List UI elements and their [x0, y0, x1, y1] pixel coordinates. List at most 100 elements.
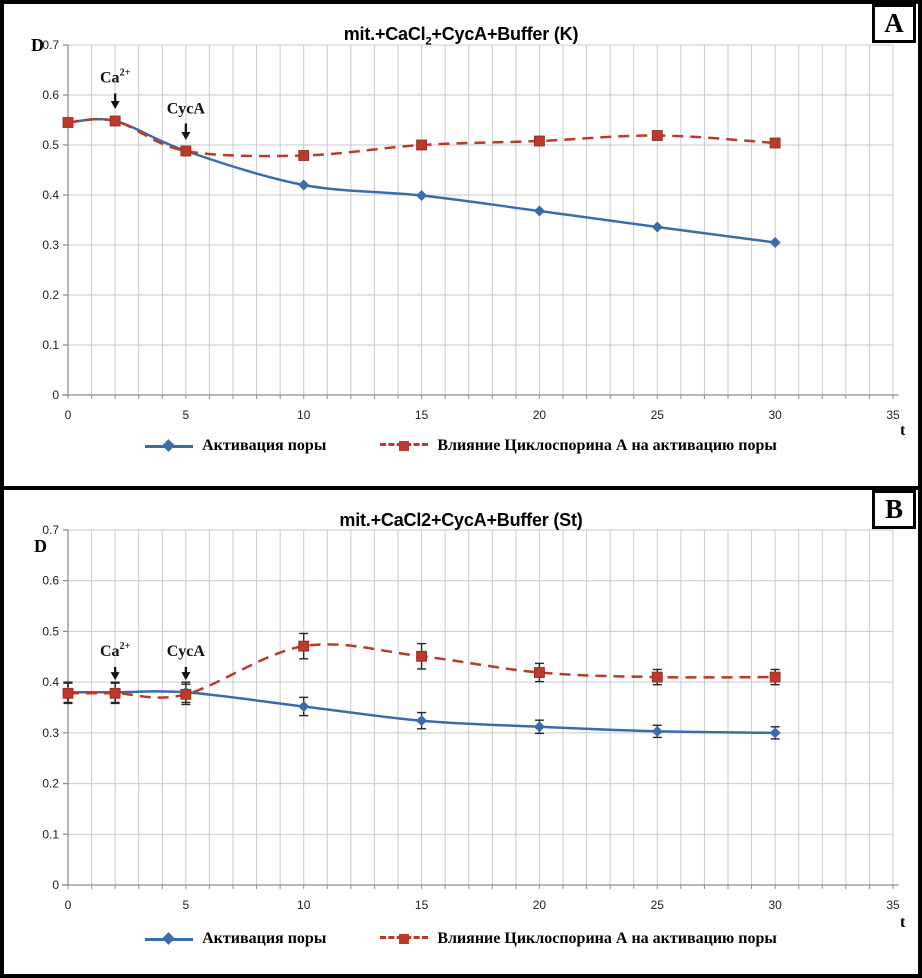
y-tick-label: 0.4 — [42, 188, 59, 202]
data-point-diamond — [416, 190, 428, 201]
data-point-diamond — [651, 725, 663, 737]
y-tick-label: 0.4 — [42, 675, 59, 689]
chart-b-canvas: 0 0.1 0.2 0.3 0.4 0.5 0.6 0.7 0 5 10 15 20 25 30 35 Ca2+… — [42, 523, 900, 912]
y-tick-label: 0 — [52, 878, 59, 892]
data-point-square — [534, 667, 545, 678]
annotation-text: CycA — [167, 643, 206, 660]
x-tick-label: 10 — [297, 898, 311, 912]
panel-a: mit.+CaCl2+CycA+Buffer (K) A D t 0 0.1 0.2… — [4, 4, 918, 486]
panel-b: mit.+CaCl2+CycA+Buffer (St) B D t 0 0.1 0.… — [4, 486, 918, 974]
x-tick-label: 15 — [415, 898, 429, 912]
data-point-square — [769, 137, 781, 149]
blue-diamond-line-icon — [145, 932, 194, 945]
data-point-diamond — [298, 179, 310, 191]
data-point-square — [651, 671, 663, 683]
x-tick-label: 10 — [297, 408, 311, 422]
x-tick-label: 20 — [533, 408, 547, 422]
y-tick-label: 0.7 — [42, 523, 59, 537]
legend-item-activation: Активация поры — [145, 930, 326, 948]
data-point-square — [534, 135, 545, 147]
x-tick-label: 25 — [651, 898, 665, 912]
annotation-arrow-head — [110, 101, 120, 109]
data-point-square — [180, 145, 192, 157]
annotation: CycA — [167, 101, 206, 140]
annotation-text: CycA — [167, 101, 206, 118]
panel-a-label-badge: A — [872, 4, 916, 43]
data-point-diamond — [533, 205, 545, 217]
annotation-arrow-head — [181, 672, 191, 681]
data-point-square — [109, 687, 121, 699]
annotation-arrow-head — [110, 672, 120, 681]
y-tick-label: 0.1 — [42, 827, 59, 841]
data-point-square — [62, 117, 74, 128]
y-tick-label: 0.2 — [42, 288, 59, 302]
blue-diamond-line-icon — [145, 439, 194, 452]
x-tick-label: 5 — [183, 408, 190, 422]
x-tick-label: 0 — [65, 898, 72, 912]
gridlines — [67, 529, 894, 885]
chart-a-canvas: 0 0.1 0.2 0.3 0.4 0.5 0.6 0.7 0 5 10 15 20 25 30 35 Ca2+… — [42, 38, 900, 422]
annotation: Ca2+ — [100, 68, 131, 109]
series-markers-cyclosporin — [62, 640, 781, 700]
x-tick-label: 5 — [183, 898, 190, 912]
annotation: CycA — [167, 643, 206, 681]
x-tick-label: 35 — [886, 898, 900, 912]
data-point-square — [416, 650, 427, 662]
data-point-square — [62, 687, 74, 699]
data-point-square — [298, 150, 310, 161]
x-axis-label-a: t — [900, 422, 906, 439]
x-axis-label-b: t — [900, 914, 906, 931]
y-tick-label: 0.7 — [42, 38, 59, 52]
y-tick-label: 0.5 — [42, 138, 59, 152]
y-tick-label: 0.6 — [42, 574, 59, 588]
series-line-cyclosporin — [67, 643, 776, 699]
data-point-square — [109, 115, 121, 127]
data-point-square — [416, 139, 427, 151]
y-tick-label: 0.2 — [42, 777, 59, 791]
y-tick-label: 0 — [52, 388, 59, 402]
legend-item-activation: Активация поры — [145, 437, 326, 455]
x-tick-label: 0 — [65, 408, 72, 422]
red-square-dashed-line-icon — [380, 933, 429, 945]
annotation-text: Ca2+ — [100, 68, 131, 87]
legend-label-activation: Активация поры — [202, 437, 327, 454]
y-tick-label: 0.5 — [42, 624, 59, 638]
data-point-square — [769, 671, 781, 683]
y-tick-label: 0.3 — [42, 238, 59, 252]
panel-b-title: mit.+CaCl2+CycA+Buffer (St) — [339, 509, 583, 530]
gridlines — [67, 44, 894, 395]
legend-a: Активация поры Влияние Циклоспорина А на… — [4, 437, 918, 455]
y-tick-label: 0.1 — [42, 338, 59, 352]
series-line-cyclosporin — [67, 117, 776, 158]
data-point-diamond — [533, 721, 545, 733]
y-tick-label: 0.6 — [42, 88, 59, 102]
data-point-diamond — [651, 221, 663, 233]
legend-item-cyclosporin: Влияние Циклоспорина А на активацию поры — [380, 437, 777, 455]
annotation-text: Ca2+ — [100, 641, 131, 660]
data-point-diamond — [769, 237, 781, 248]
legend-b: Активация поры Влияние Циклоспорина А на… — [4, 930, 918, 948]
y-axis-label-b: D — [34, 536, 47, 556]
panel-a-title: mit.+CaCl2+CycA+Buffer (K) — [343, 23, 579, 48]
y-axis-label-a: D — [31, 35, 44, 55]
legend-label-cyclosporin: Влияние Циклоспорина А на активацию поры — [437, 437, 777, 454]
data-point-diamond — [769, 727, 781, 739]
annotation-arrow-head — [181, 132, 191, 140]
axes: 0 0.1 0.2 0.3 0.4 0.5 0.6 0.7 0 5 10 15 20 25 30 35 — [42, 523, 900, 912]
axes: 0 0.1 0.2 0.3 0.4 0.5 0.6 0.7 0 5 10 15 20 25 30 35 — [42, 38, 900, 422]
data-point-square — [651, 130, 663, 141]
red-square-dashed-line-icon — [380, 440, 429, 452]
x-tick-label: 25 — [651, 408, 665, 422]
annotation: Ca2+ — [100, 641, 131, 681]
series-markers-cyclosporin — [62, 115, 781, 161]
x-tick-label: 30 — [768, 898, 782, 912]
x-tick-label: 15 — [415, 408, 429, 422]
data-point-diamond — [298, 700, 310, 712]
x-tick-label: 35 — [886, 408, 900, 422]
x-tick-label: 30 — [768, 408, 782, 422]
legend-item-cyclosporin: Влияние Циклоспорина А на активацию поры — [380, 930, 777, 948]
data-point-diamond — [416, 715, 428, 727]
x-tick-label: 20 — [533, 898, 547, 912]
panel-b-label-badge: B — [872, 490, 916, 529]
